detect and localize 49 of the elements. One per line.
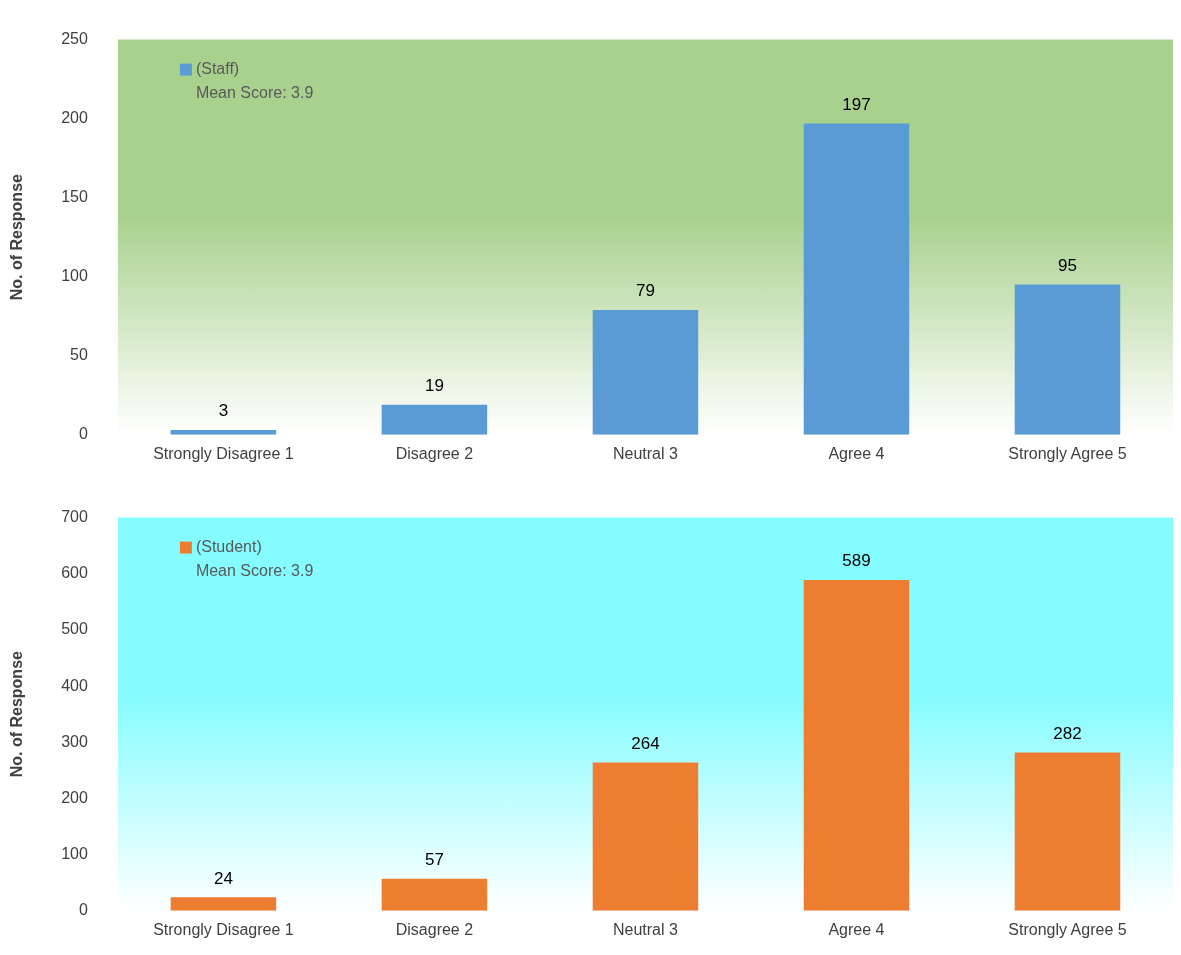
y-tick-label: 150 [61, 188, 88, 206]
y-tick-label: 200 [61, 109, 88, 127]
data-label: 95 [1058, 255, 1077, 275]
x-tick-label: Neutral 3 [612, 920, 679, 938]
legend-label: (Staff) [195, 60, 240, 78]
y-tick-label: 400 [61, 676, 88, 694]
y-tick-label: 300 [61, 732, 88, 750]
x-tick-label: Agree 4 [828, 444, 885, 462]
x-tick-label: Agree 4 [828, 920, 885, 938]
x-tick-label: Disagree 2 [395, 444, 474, 462]
x-tick-label: Strongly Agree 5 [1008, 444, 1127, 462]
x-tick-label: Disagree 2 [395, 920, 474, 938]
x-tick-label: Neutral 3 [612, 444, 679, 462]
x-tick-label: Strongly Disagree 1 [153, 444, 294, 462]
y-tick-label: 0 [78, 901, 88, 919]
annotation: Mean Score: 3.9 [195, 84, 314, 102]
bar [1014, 284, 1121, 435]
bar [592, 309, 699, 435]
y-tick-label: 600 [61, 564, 88, 582]
data-label: 197 [842, 94, 871, 114]
y-tick-label: 500 [61, 620, 88, 638]
bar [381, 878, 488, 911]
data-label: 3 [218, 401, 229, 421]
y-tick-label: 100 [61, 267, 88, 285]
data-label: 264 [631, 733, 660, 753]
y-tick-label: 700 [61, 508, 88, 526]
y-axis-title: No. of Response [8, 650, 26, 778]
y-tick-label: 100 [61, 845, 88, 863]
data-label: 282 [1053, 723, 1082, 743]
bar [170, 897, 277, 911]
data-label: 19 [424, 375, 444, 395]
x-tick-label: Strongly Agree 5 [1008, 920, 1127, 938]
x-tick-label: Strongly Disagree 1 [153, 920, 294, 938]
bar [1014, 752, 1121, 911]
legend-label: (Student) [195, 538, 262, 556]
y-tick-label: 0 [78, 425, 88, 443]
y-axis-title: No. of Response [8, 173, 26, 301]
bar [381, 404, 488, 435]
y-tick-label: 50 [70, 346, 88, 364]
data-label: 589 [842, 551, 871, 571]
bar [592, 762, 699, 911]
annotation: Mean Score: 3.9 [195, 562, 314, 580]
data-label: 79 [635, 281, 655, 301]
data-label: 57 [424, 849, 444, 869]
bar [803, 123, 910, 435]
y-tick-label: 200 [61, 788, 88, 806]
bar [803, 579, 910, 911]
data-label: 24 [213, 868, 233, 888]
y-tick-label: 250 [61, 30, 88, 48]
